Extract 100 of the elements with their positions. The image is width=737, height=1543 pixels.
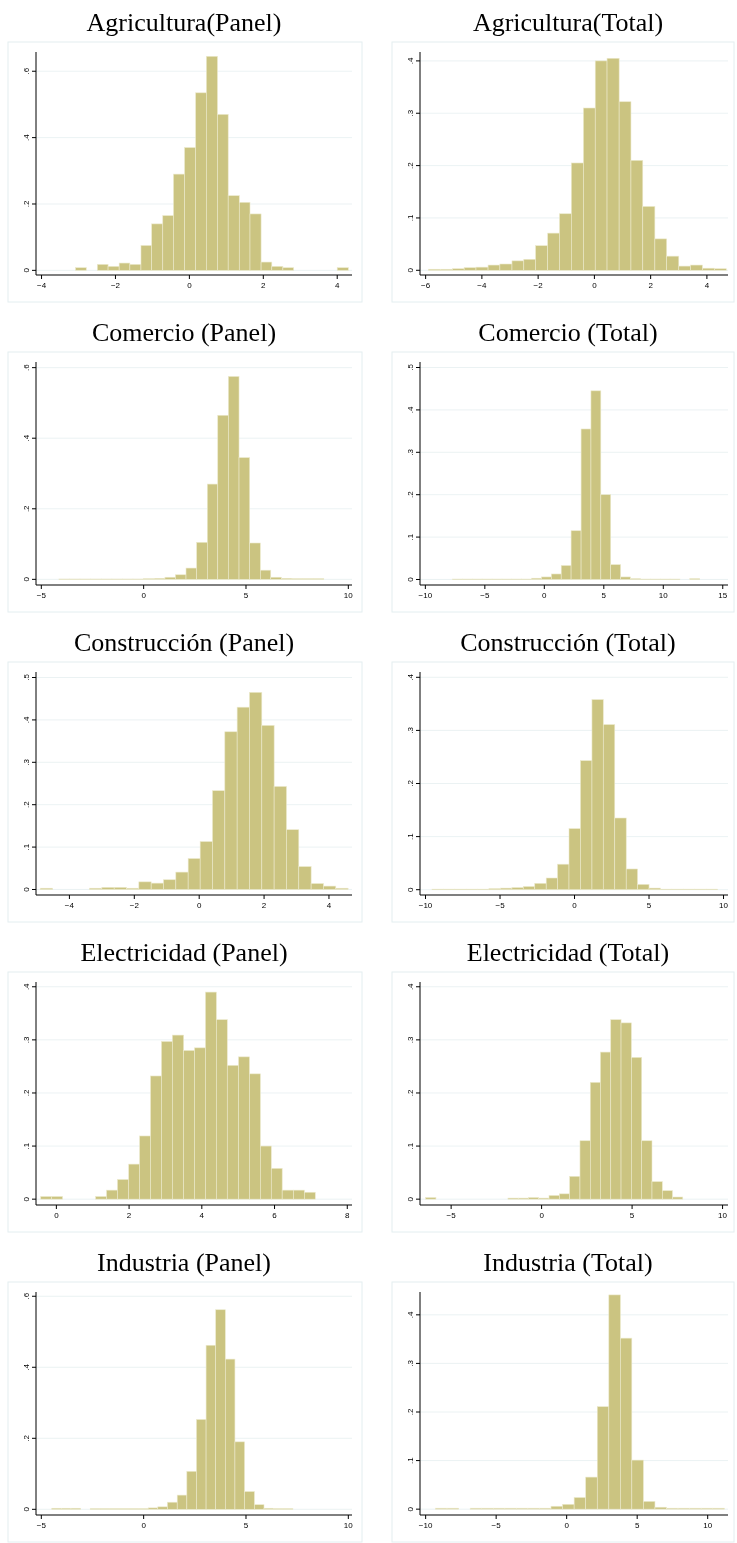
x-tick-label: 5: [646, 901, 652, 910]
y-tick-label: .3: [406, 448, 415, 456]
y-tick-label: .4: [406, 57, 415, 65]
y-tick-label: .4: [22, 982, 31, 991]
chart-title: Agricultura(Panel): [86, 8, 282, 37]
y-tick-label: .2: [22, 800, 31, 809]
x-tick-label: 10: [658, 591, 669, 600]
y-tick-label: .3: [22, 758, 31, 766]
x-tick-label: 10: [343, 591, 354, 600]
x-tick-label: 2: [126, 1211, 132, 1220]
y-tick-label: .3: [406, 726, 415, 734]
y-tick-label: .3: [22, 1035, 31, 1044]
x-tick-label: 10: [719, 901, 729, 910]
chart-title: Agricultura(Total): [472, 8, 664, 37]
chart-title: Industria (Total): [483, 1248, 653, 1277]
y-tick-label: .4: [406, 406, 415, 414]
x-tick-label: −10: [418, 591, 433, 600]
x-tick-label: 0: [542, 591, 548, 600]
chart-title: Electricidad (Panel): [80, 938, 288, 967]
x-tick-label: 0: [539, 1211, 545, 1220]
x-tick-label: −10: [418, 901, 433, 910]
y-tick-label: .1: [406, 832, 415, 840]
x-tick-label: 4: [199, 1211, 205, 1220]
y-tick-label: .3: [406, 1359, 415, 1367]
y-tick-label: .6: [22, 67, 31, 75]
y-tick-label: .4: [406, 673, 415, 681]
y-tick-label: 0: [22, 1506, 31, 1512]
chart-title: Comercio (Panel): [91, 318, 277, 347]
x-tick-label: 0: [54, 1211, 60, 1220]
y-tick-label: .4: [406, 1310, 415, 1319]
x-tick-label: 0: [187, 281, 193, 290]
y-tick-label: .6: [22, 363, 31, 371]
x-tick-label: 5: [629, 1211, 635, 1220]
x-tick-label: −6: [421, 281, 431, 290]
y-tick-label: .2: [406, 1408, 415, 1416]
y-tick-label: .2: [22, 1089, 31, 1097]
y-tick-label: .2: [406, 490, 415, 499]
y-tick-label: .1: [406, 214, 415, 222]
x-tick-label: 2: [261, 281, 267, 290]
y-tick-label: .1: [406, 533, 415, 541]
y-tick-label: .4: [22, 1363, 31, 1371]
chart-title: Construcción (Panel): [73, 628, 295, 657]
y-tick-label: .4: [22, 716, 31, 724]
x-tick-label: 2: [261, 901, 267, 910]
x-tick-label: −5: [491, 1521, 502, 1530]
x-tick-label: 0: [592, 281, 598, 290]
x-tick-label: 4: [326, 901, 332, 910]
y-tick-label: .2: [22, 504, 31, 513]
chart-title: Electricidad (Total): [466, 938, 670, 967]
y-tick-label: 0: [406, 267, 415, 273]
x-tick-label: −5: [36, 591, 47, 600]
y-tick-label: .1: [406, 1142, 415, 1150]
y-tick-label: .3: [406, 1035, 415, 1044]
x-tick-label: −5: [36, 1521, 47, 1530]
chart-title: Comercio (Total): [478, 318, 658, 347]
y-tick-label: .1: [406, 1456, 415, 1464]
y-tick-label: 0: [406, 576, 415, 582]
y-tick-label: .2: [22, 1434, 31, 1442]
y-tick-label: .3: [406, 109, 415, 117]
y-tick-label: .1: [22, 843, 31, 851]
y-tick-label: .4: [406, 982, 415, 991]
x-tick-label: 0: [572, 901, 578, 910]
y-tick-label: 0: [406, 886, 415, 892]
y-tick-label: .5: [22, 673, 31, 681]
y-tick-label: .1: [22, 1142, 31, 1150]
x-tick-label: −4: [64, 901, 75, 910]
x-tick-label: 8: [345, 1211, 351, 1220]
x-tick-label: 5: [634, 1521, 640, 1530]
y-tick-label: .2: [406, 161, 415, 169]
y-tick-label: 0: [22, 267, 31, 273]
x-tick-label: 10: [718, 1211, 728, 1220]
x-tick-label: −5: [446, 1211, 457, 1220]
x-tick-label: −2: [129, 901, 140, 910]
x-tick-label: −4: [36, 281, 47, 290]
x-tick-label: 5: [601, 591, 607, 600]
x-tick-label: 0: [196, 901, 202, 910]
y-tick-label: .2: [22, 200, 31, 208]
y-tick-label: .5: [406, 363, 415, 371]
x-tick-label: 5: [243, 1521, 249, 1530]
x-tick-label: −4: [477, 281, 487, 290]
y-tick-label: 0: [406, 1506, 415, 1512]
y-tick-label: .4: [22, 133, 31, 141]
y-tick-label: .6: [22, 1292, 31, 1300]
y-tick-label: 0: [22, 886, 31, 892]
y-tick-label: 0: [22, 576, 31, 582]
chart-title: Construcción (Total): [460, 628, 676, 657]
x-tick-label: 5: [243, 591, 249, 600]
y-tick-label: .2: [406, 779, 415, 787]
x-tick-label: 10: [703, 1521, 713, 1530]
x-tick-label: −2: [110, 281, 121, 290]
x-tick-label: 0: [141, 591, 147, 600]
x-tick-label: 0: [141, 1521, 147, 1530]
chart-title: Industria (Panel): [96, 1248, 272, 1277]
x-tick-label: 4: [704, 281, 710, 290]
x-tick-label: −2: [533, 281, 544, 290]
y-tick-label: .2: [406, 1089, 415, 1097]
y-tick-label: 0: [406, 1196, 415, 1202]
x-tick-label: −10: [418, 1521, 433, 1530]
y-tick-label: .4: [22, 434, 31, 442]
x-tick-label: −5: [480, 591, 490, 600]
